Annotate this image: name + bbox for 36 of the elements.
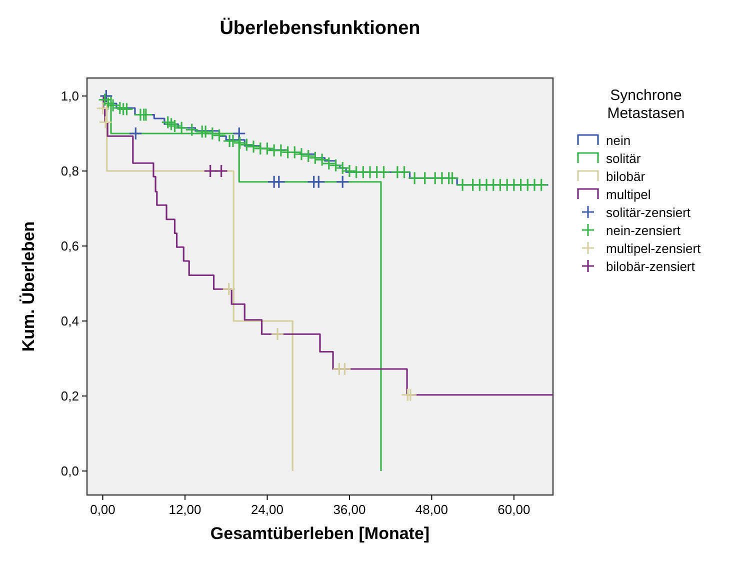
point xyxy=(404,388,418,402)
legend-label: nein-zensiert xyxy=(606,223,681,238)
point xyxy=(222,282,236,296)
legend-label: solitär-zensiert xyxy=(606,205,691,220)
point xyxy=(98,115,112,130)
y-axis-title: Kum. Überleben xyxy=(19,221,38,352)
x-tick-label: 60,00 xyxy=(498,502,530,517)
x-tick-label: 24,00 xyxy=(250,502,284,517)
legend-label: multipel xyxy=(606,187,651,202)
point xyxy=(96,102,110,116)
legend-label: nein xyxy=(606,133,631,148)
y-tick-label: 1,0 xyxy=(60,88,79,104)
legend-label: bilobär-zensiert xyxy=(606,259,696,274)
point xyxy=(204,164,218,178)
point xyxy=(214,164,228,178)
chart-title: Überlebensfunktionen xyxy=(220,17,420,39)
y-tick-label: 0,2 xyxy=(60,388,79,404)
point xyxy=(128,126,142,140)
y-tick-label: 0,4 xyxy=(60,314,79,328)
legend-label: multipel-zensiert xyxy=(606,241,702,256)
point xyxy=(336,175,350,189)
legend-label: bilobär xyxy=(606,169,646,184)
point xyxy=(270,327,284,341)
x-tick-label: 0,00 xyxy=(90,502,116,517)
legend-label: solitär xyxy=(606,151,642,166)
x-axis-title: Gesamtüberleben [Monate] xyxy=(210,524,430,543)
y-tick-label: 0,0 xyxy=(60,464,79,478)
x-tick-label: 12,00 xyxy=(168,502,202,517)
x-tick-label: 48,00 xyxy=(415,502,448,517)
point xyxy=(312,175,326,189)
point xyxy=(232,126,246,140)
x-tick-label: 36,00 xyxy=(333,502,366,517)
point xyxy=(272,175,286,189)
legend-title: Synchrone Metastasen xyxy=(607,87,685,122)
y-tick-label: 0,6 xyxy=(60,238,79,254)
y-tick-label: 0,8 xyxy=(60,164,79,178)
